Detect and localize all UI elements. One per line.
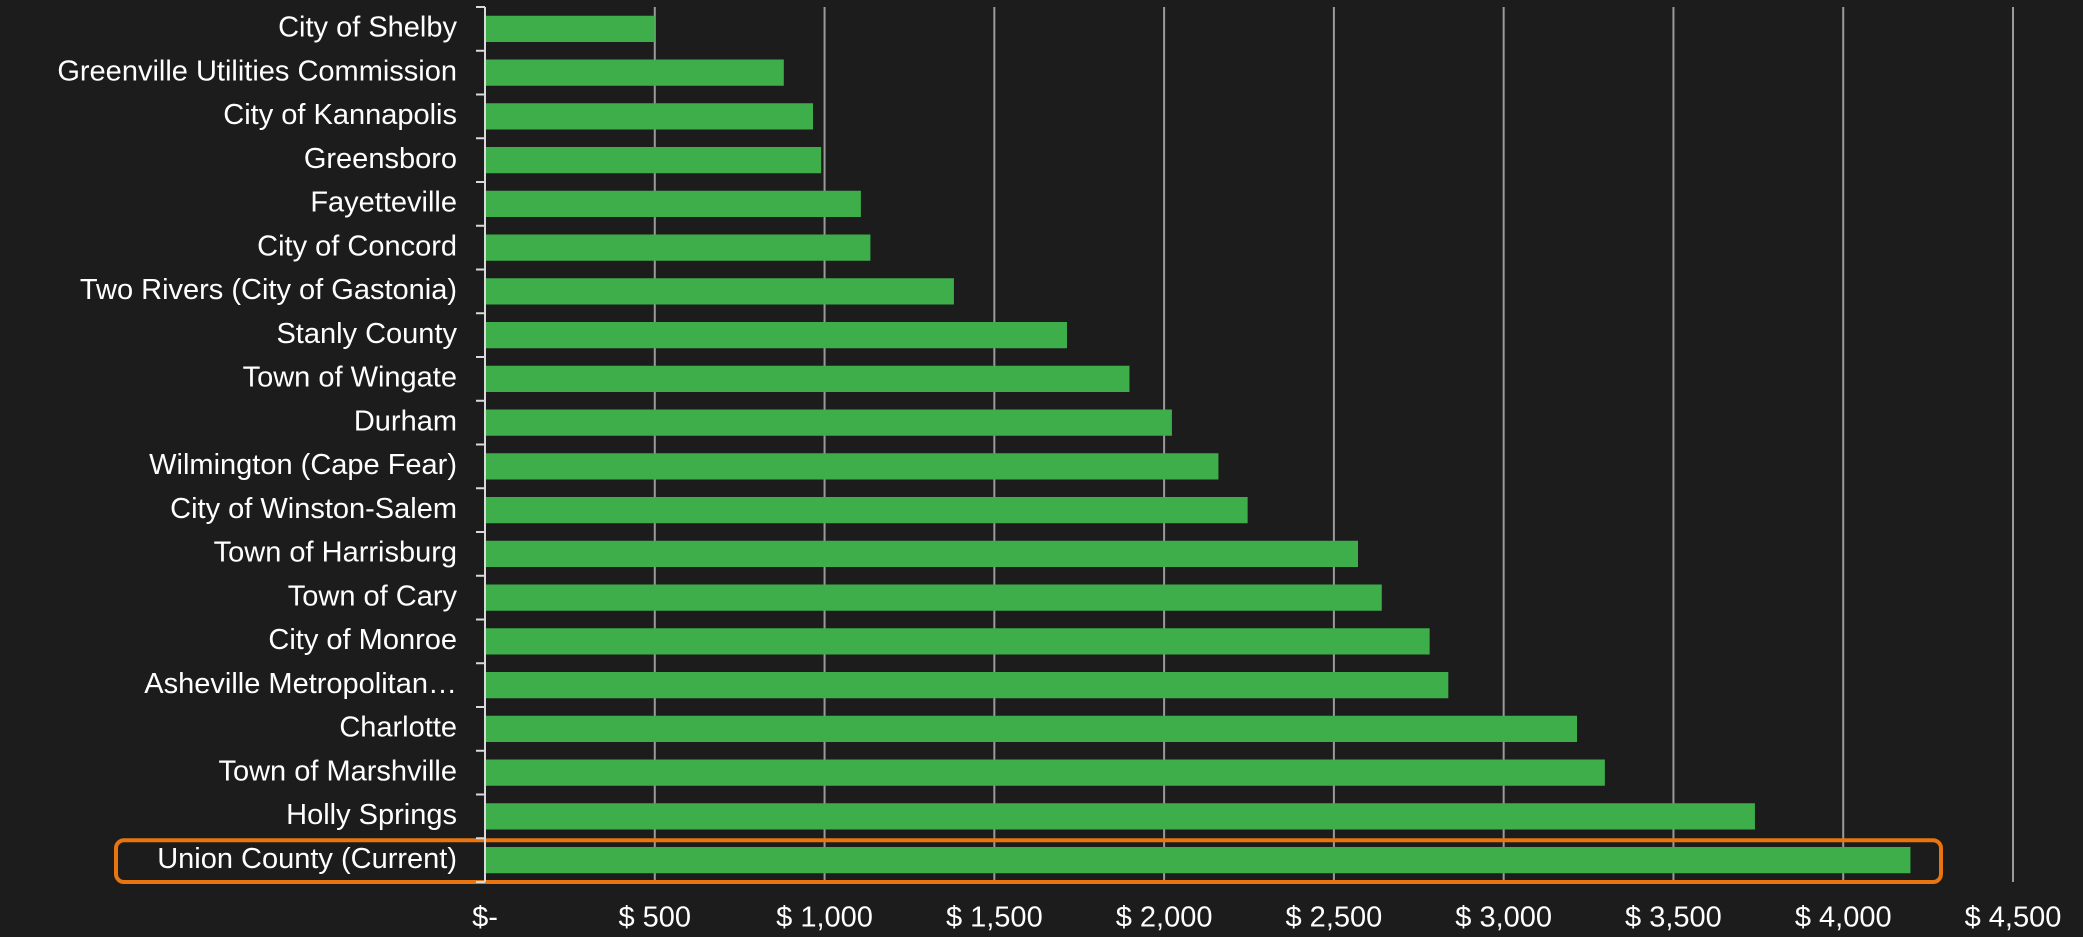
x-tick-label: $ 2,000	[1116, 902, 1213, 934]
y-tick-label: Town of Wingate	[243, 362, 457, 394]
x-tick-label: $ 1,000	[776, 902, 873, 934]
y-tick-label: Fayetteville	[310, 187, 457, 219]
x-tick-label: $-	[472, 902, 498, 934]
y-tick-label: Wilmington (Cape Fear)	[149, 449, 457, 481]
y-tick-label: Union County (Current)	[157, 843, 457, 875]
y-tick-label: Charlotte	[339, 712, 457, 744]
bar	[485, 672, 1449, 699]
bar	[485, 59, 784, 86]
highlight-box	[114, 838, 1943, 884]
bar	[485, 847, 1911, 874]
bar	[485, 234, 871, 261]
bar	[485, 584, 1382, 611]
y-tick-label: City of Kannapolis	[223, 99, 457, 131]
y-tick-label: Town of Cary	[288, 580, 458, 612]
y-tick-label: Greenville Utilities Commission	[57, 55, 457, 87]
x-tick-label: $ 4,000	[1795, 902, 1892, 934]
bar	[485, 103, 814, 130]
bar	[485, 278, 954, 305]
y-tick-label: City of Winston-Salem	[170, 493, 457, 525]
y-tick-label: Two Rivers (City of Gastonia)	[80, 274, 457, 306]
x-tick-label: $ 500	[618, 902, 691, 934]
bar	[485, 190, 861, 217]
y-tick-label: Holly Springs	[286, 799, 457, 831]
y-tick-label: Durham	[354, 405, 457, 437]
x-tick-label: $ 3,500	[1625, 902, 1722, 934]
bar	[485, 453, 1219, 480]
bar	[485, 803, 1755, 830]
bar	[485, 365, 1130, 392]
bar	[485, 759, 1605, 786]
bar	[485, 540, 1358, 567]
y-tick-label: Asheville Metropolitan…	[144, 668, 457, 700]
x-tick-label: $ 2,500	[1286, 902, 1383, 934]
y-tick-label: Greensboro	[304, 143, 457, 175]
y-tick-label: City of Monroe	[268, 624, 457, 656]
y-tick-label: Town of Marshville	[218, 755, 457, 787]
bar	[485, 409, 1172, 436]
x-tick-label: $ 4,500	[1965, 902, 2062, 934]
bar	[485, 147, 822, 174]
bar	[485, 15, 655, 42]
y-tick-label: City of Shelby	[278, 12, 457, 44]
x-tick-label: $ 3,000	[1455, 902, 1552, 934]
bar	[485, 628, 1430, 655]
bar	[485, 715, 1578, 742]
y-tick-label: City of Concord	[257, 230, 457, 262]
y-tick-label: Stanly County	[276, 318, 457, 350]
y-tick-label: Town of Harrisburg	[214, 537, 457, 569]
bar	[485, 497, 1248, 524]
bar	[485, 322, 1067, 349]
x-tick-label: $ 1,500	[946, 902, 1043, 934]
